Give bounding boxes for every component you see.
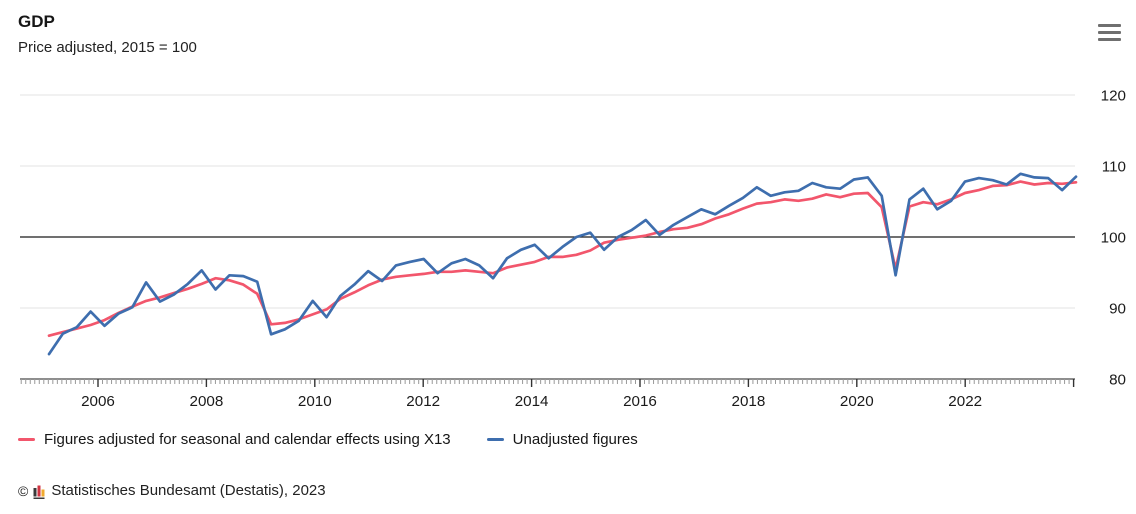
legend-swatch-adjusted-icon: [18, 437, 35, 442]
source-text: Statistisches Bundesamt (Destatis), 2023: [51, 482, 326, 499]
legend-label-unadjusted: Unadjusted figures: [512, 431, 638, 448]
destatis-bar-chart-logo-icon: [33, 485, 45, 499]
svg-text:2022: 2022: [948, 393, 982, 410]
svg-text:2018: 2018: [732, 393, 766, 410]
svg-text:2008: 2008: [190, 393, 224, 410]
svg-text:2006: 2006: [81, 393, 115, 410]
legend-item-unadjusted[interactable]: Unadjusted figures: [486, 431, 638, 448]
hamburger-menu-icon[interactable]: [1098, 24, 1121, 41]
svg-text:80: 80: [1109, 372, 1126, 389]
chart-title: GDP: [18, 12, 55, 31]
svg-text:100: 100: [1101, 230, 1126, 247]
copyright-symbol: ©: [18, 482, 29, 499]
svg-text:90: 90: [1109, 301, 1126, 318]
chart-legend: Figures adjusted for seasonal and calend…: [18, 431, 638, 448]
svg-text:110: 110: [1102, 159, 1126, 176]
gdp-line-chart: 80 90 100 110 120 2006 2008 2010 2012 2014 2016 201…: [20, 88, 1126, 410]
svg-text:2012: 2012: [406, 393, 440, 410]
svg-text:2014: 2014: [515, 393, 549, 410]
svg-text:2010: 2010: [298, 393, 332, 410]
svg-text:2020: 2020: [840, 393, 874, 410]
svg-text:2016: 2016: [623, 393, 657, 410]
source-attribution: © Statistisches Bundesamt (Destatis), 20…: [18, 482, 326, 499]
legend-swatch-unadjusted-icon: [486, 437, 504, 442]
legend-item-adjusted[interactable]: Figures adjusted for seasonal and calend…: [18, 431, 451, 448]
svg-text:120: 120: [1101, 88, 1126, 105]
chart-subtitle: Price adjusted, 2015 = 100: [18, 39, 197, 56]
legend-label-adjusted: Figures adjusted for seasonal and calend…: [44, 431, 451, 448]
